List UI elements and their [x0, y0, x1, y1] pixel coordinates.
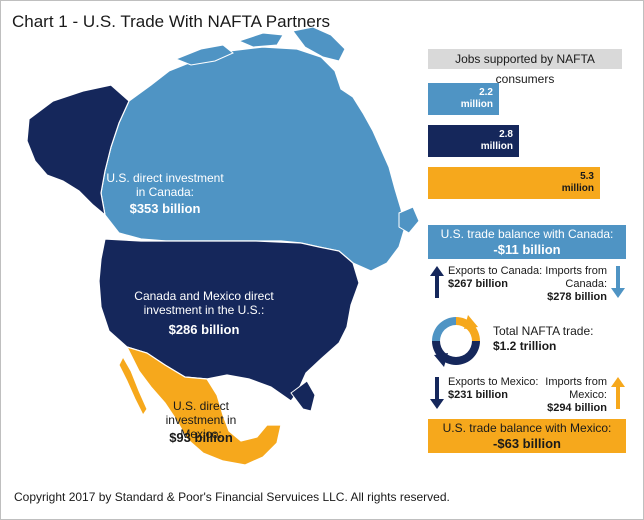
jobs-bar-unit: million — [561, 183, 594, 194]
canada-balance-label: U.S. trade balance with Canada: — [440, 227, 614, 241]
mexico-region — [125, 346, 282, 466]
arrow-up-icon — [611, 377, 625, 409]
exports-canada-label: Exports to Canada: — [448, 265, 543, 277]
copyright-notice: Copyright 2017 by Standard & Poor's Fina… — [14, 490, 450, 504]
imports-from-mexico: Imports from Mexico: $294 billion — [527, 376, 607, 415]
imports-from-canada: Imports from Canada: $278 billion — [527, 265, 607, 304]
trade-cycle-icon — [432, 315, 480, 367]
exports-mexico-value: $231 billion — [448, 389, 508, 401]
canada-trade-balance: U.S. trade balance with Canada: -$11 bil… — [428, 225, 626, 259]
baja-california — [118, 355, 148, 416]
exports-canada-value: $267 billion — [448, 278, 508, 290]
exports-to-canada: Exports to Canada: $267 billion — [448, 265, 542, 291]
imports-mexico-value: $294 billion — [547, 402, 607, 414]
jobs-bar-canada — [428, 83, 499, 115]
mexico-trade-balance: U.S. trade balance with Mexico: -$63 bil… — [428, 419, 626, 453]
jobs-bar-label: 2.8 million — [457, 129, 513, 153]
mexico-investment-label: U.S. direct investment in Mexico: — [165, 399, 237, 441]
arrow-up-icon — [430, 266, 444, 298]
jobs-bar-value: 5.3 — [580, 171, 594, 182]
imports-canada-value: $278 billion — [547, 291, 607, 303]
canada-region — [100, 46, 406, 272]
north-america-map — [26, 26, 420, 466]
jobs-bar-value: 2.2 — [479, 87, 493, 98]
exports-mexico-label: Exports to Mexico: — [448, 376, 539, 388]
total-value: $1.2 trillion — [493, 339, 557, 353]
jobs-bar-unit: million — [480, 141, 513, 152]
arctic-island — [237, 32, 284, 48]
arrow-down-icon — [430, 377, 444, 409]
jobs-bar-value: 2.8 — [499, 129, 513, 140]
florida — [290, 380, 316, 412]
imports-canada-label: Imports from Canada: — [545, 265, 607, 290]
baffin-island — [292, 26, 346, 62]
total-nafta-trade: Total NAFTA trade: $1.2 trillion — [493, 324, 593, 354]
jobs-bar-us — [428, 125, 519, 157]
mexico-balance-value: -$63 billion — [493, 436, 561, 451]
jobs-header: Jobs supported by NAFTA consumers — [428, 49, 622, 86]
mexico-balance-label: U.S. trade balance with Mexico: — [442, 421, 612, 435]
exports-to-mexico: Exports to Mexico: $231 billion — [448, 376, 538, 402]
jobs-bar-mexico — [428, 167, 600, 199]
alaska-region — [26, 84, 130, 217]
mexico-investment-value: $93 billion — [169, 430, 233, 445]
total-label: Total NAFTA trade: — [493, 324, 594, 338]
united-states-region — [98, 238, 360, 402]
newfoundland — [398, 206, 420, 234]
chart-title: Chart 1 - U.S. Trade With NAFTA Partners — [12, 12, 331, 31]
canada-balance-value: -$11 billion — [493, 242, 561, 257]
imports-mexico-label: Imports from Mexico: — [545, 376, 607, 401]
arctic-island — [174, 44, 234, 66]
canada-investment-label: U.S. direct investment in Canada: — [106, 171, 224, 199]
arrow-down-icon — [611, 266, 625, 298]
jobs-bar-label: 2.2 million — [437, 87, 493, 111]
jobs-bar-label: 5.3 million — [538, 171, 594, 195]
us-investment-label: Canada and Mexico direct investment in t… — [134, 289, 274, 317]
jobs-bar-unit: million — [460, 99, 493, 110]
us-investment-value: $286 billion — [168, 322, 240, 337]
canada-investment-value: $353 billion — [129, 201, 201, 216]
